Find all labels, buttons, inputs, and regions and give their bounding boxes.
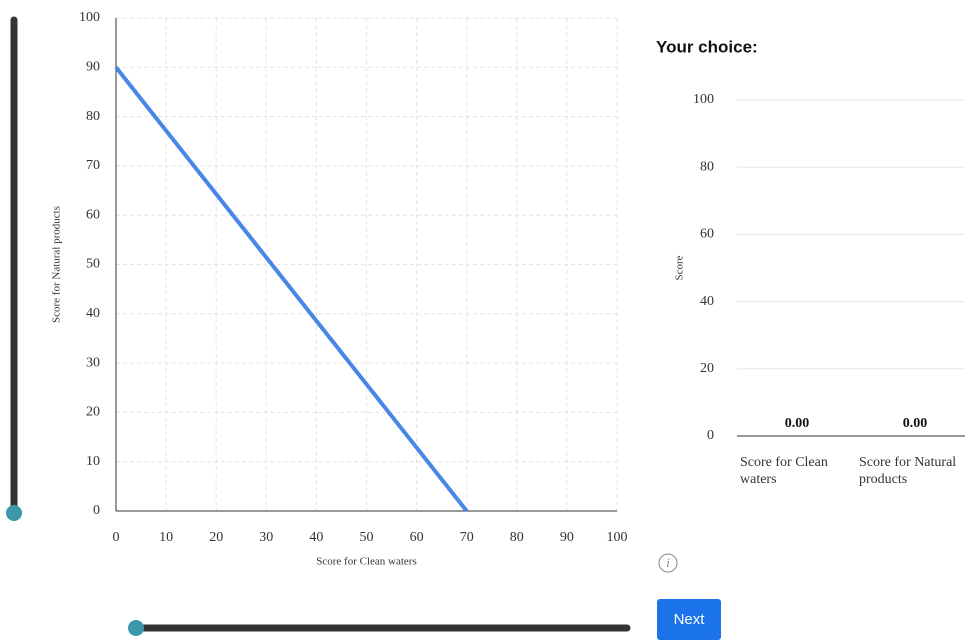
x-tick-label: 70 bbox=[460, 530, 474, 545]
y-tick-label: 60 bbox=[700, 227, 714, 242]
y-axis-label: Score for Natural products bbox=[51, 206, 63, 323]
x-tick-label: 100 bbox=[607, 530, 628, 545]
y-tick-label: 80 bbox=[86, 109, 100, 124]
horizontal-slider-thumb[interactable] bbox=[128, 620, 144, 636]
category-label: Score for Natural products bbox=[859, 455, 957, 487]
y-tick-label: 100 bbox=[79, 10, 100, 25]
y-tick-label: 40 bbox=[700, 294, 714, 309]
choice-title: Your choice: bbox=[656, 37, 758, 56]
category-label: Score for Clean waters bbox=[740, 455, 828, 487]
x-tick-label: 20 bbox=[209, 530, 223, 545]
x-tick-label: 60 bbox=[410, 530, 424, 545]
x-tick-label: 80 bbox=[510, 530, 524, 545]
next-button[interactable]: Next bbox=[657, 599, 721, 640]
y-tick-label: 80 bbox=[700, 159, 714, 174]
data-line bbox=[114, 66, 469, 513]
y-tick-label: 50 bbox=[86, 257, 100, 272]
value-label: 0.00 bbox=[903, 416, 928, 431]
x-tick-label: 90 bbox=[560, 530, 574, 545]
y-tick-label: 100 bbox=[693, 92, 714, 107]
y-tick-label: 90 bbox=[86, 60, 100, 75]
y-tick-label: 0 bbox=[93, 503, 100, 518]
x-tick-label: 30 bbox=[259, 530, 273, 545]
y-tick-label: 0 bbox=[707, 428, 714, 443]
vertical-slider-thumb[interactable] bbox=[6, 505, 22, 521]
info-icon[interactable] bbox=[658, 553, 678, 573]
x-tick-label: 0 bbox=[113, 530, 120, 545]
x-axis-label: Score for Clean waters bbox=[316, 556, 417, 568]
y-tick-label: 10 bbox=[86, 454, 100, 469]
y-tick-label: 20 bbox=[700, 361, 714, 376]
y-axis-label: Score bbox=[674, 255, 686, 280]
x-tick-label: 40 bbox=[309, 530, 323, 545]
y-tick-label: 30 bbox=[86, 355, 100, 370]
x-tick-label: 50 bbox=[360, 530, 374, 545]
value-label: 0.00 bbox=[785, 416, 810, 431]
info-icon-text[interactable]: i bbox=[666, 555, 670, 570]
y-tick-label: 60 bbox=[86, 207, 100, 222]
y-tick-label: 40 bbox=[86, 306, 100, 321]
y-tick-label: 70 bbox=[86, 158, 100, 173]
x-tick-label: 10 bbox=[159, 530, 173, 545]
y-tick-label: 20 bbox=[86, 405, 100, 420]
